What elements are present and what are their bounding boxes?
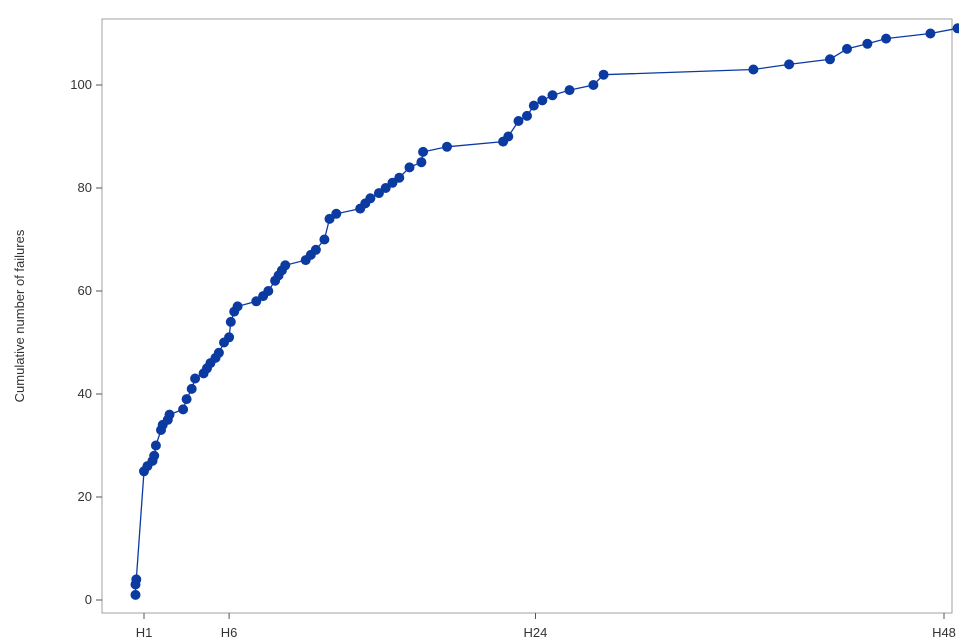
data-point [564, 85, 575, 96]
y-tick-label: 20 [78, 489, 92, 504]
data-point [537, 95, 548, 106]
data-point [181, 394, 192, 405]
data-point [784, 59, 795, 70]
x-tick-label: H24 [524, 625, 548, 640]
data-point [251, 296, 262, 307]
data-point [365, 193, 376, 204]
data-point [331, 208, 342, 219]
data-point [380, 183, 391, 193]
data-point [442, 141, 452, 152]
x-axis: H1 H6 H24 H48 [136, 613, 956, 640]
data-point [588, 80, 599, 90]
data-point [186, 383, 197, 394]
data-point [522, 110, 532, 121]
data-point [232, 301, 243, 312]
series-line [134, 27, 958, 595]
data-point [225, 316, 236, 327]
y-axis: 0 20 40 60 80 100 [70, 77, 102, 607]
data-point [310, 244, 321, 255]
data-point [418, 146, 429, 157]
data-point [528, 100, 539, 111]
data-point [178, 404, 189, 415]
y-axis-title: Cumulative number of failures [12, 229, 27, 402]
plot-frame [101, 18, 953, 614]
data-point [925, 28, 936, 39]
data-point [387, 177, 398, 188]
data-point [513, 116, 524, 126]
data-point [862, 38, 873, 49]
data-point [598, 69, 609, 80]
x-tick-label: H6 [221, 625, 238, 640]
y-tick-label: 80 [78, 180, 92, 195]
data-point [748, 64, 759, 75]
data-point [373, 188, 384, 199]
y-tick-label: 60 [78, 283, 92, 298]
data-point [324, 213, 335, 224]
data-point [416, 157, 427, 168]
data-point [130, 589, 141, 600]
data-point [547, 90, 558, 101]
x-tick-label: H48 [932, 625, 956, 640]
data-point [825, 54, 835, 65]
y-tick-label: 0 [85, 592, 92, 607]
x-tick-label: H1 [136, 625, 153, 640]
data-point [842, 43, 852, 54]
data-point [404, 162, 415, 173]
data-point [190, 373, 201, 384]
data-point [149, 450, 160, 461]
data-point [503, 131, 514, 142]
data-point [280, 260, 291, 271]
y-tick-label: 40 [78, 386, 92, 401]
data-point [164, 409, 175, 420]
y-tick-label: 100 [70, 77, 92, 92]
data-point [213, 347, 224, 358]
data-point [131, 574, 142, 585]
data-point [952, 23, 959, 34]
data-point [881, 33, 892, 44]
data-point [263, 286, 274, 296]
data-point [394, 172, 405, 183]
data-point [150, 440, 161, 451]
data-point [319, 234, 330, 245]
series-layer [130, 23, 959, 600]
data-point [224, 332, 235, 343]
